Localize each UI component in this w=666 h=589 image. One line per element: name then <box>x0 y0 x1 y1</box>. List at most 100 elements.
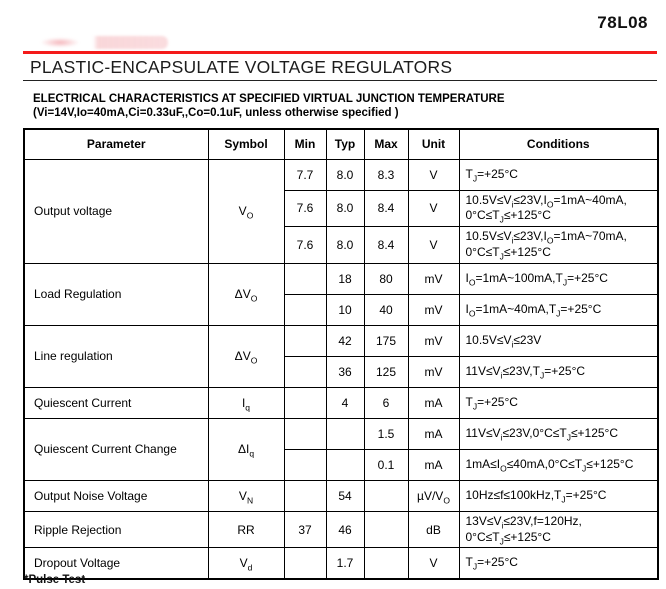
max-value-cell: 175 <box>363 324 409 357</box>
parameter-cell: Dropout Voltage <box>23 547 209 580</box>
min-value-cell: 7.7 <box>283 158 327 191</box>
column-header-parameter: Parameter <box>23 128 209 160</box>
section-heading: ELECTRICAL CHARACTERISTICS AT SPECIFIED … <box>33 93 505 105</box>
min-value-cell: 37 <box>283 510 327 549</box>
unit-cell: V <box>407 226 460 264</box>
table-header-row: Parameter Symbol Min Typ Max Unit Conditions <box>23 128 659 160</box>
symbol-cell: ΔIq <box>207 417 285 481</box>
column-header-conditions: Conditions <box>458 128 659 160</box>
symbol-cell: ΔVO <box>207 262 285 326</box>
unit-cell: V <box>407 547 460 580</box>
column-header-symbol: Symbol <box>207 128 285 160</box>
unit-cell: mV <box>407 355 460 388</box>
electrical-characteristics-table: Parameter Symbol Min Typ Max Unit Conditions O… <box>23 128 659 580</box>
table-row: 10 40 mV IO=1mA~40mA,TJ=+25°C <box>24 293 659 326</box>
part-number: 78L08 <box>597 13 648 32</box>
max-value-cell: 0.1 <box>363 448 409 481</box>
min-value-cell <box>283 355 327 388</box>
column-header-min: Min <box>283 128 327 160</box>
unit-cell: mV <box>407 324 460 357</box>
typ-value-cell: 8.0 <box>325 158 365 191</box>
table-row: 0.1 mA 1mA≤IO≤40mA,0°C≤TJ≤+125°C <box>24 448 659 481</box>
parameter-cell: Output voltage <box>23 158 209 264</box>
table-row: 7.6 8.0 8.4 V 10.5V≤Vi≤23V,IO=1mA~40mA, 0°C≤T… <box>24 189 659 228</box>
max-value-cell: 8.4 <box>363 189 409 228</box>
min-value-cell: 7.6 <box>283 226 327 264</box>
max-value-cell: 1.5 <box>363 417 409 450</box>
parameter-cell: Line regulation <box>23 324 209 388</box>
conditions-cell: TJ=+25°C <box>458 386 659 419</box>
table-row: 7.6 8.0 8.4 V 10.5V≤Vi≤23V,IO=1mA~70mA, 0°C≤T… <box>24 226 659 264</box>
unit-cell: mA <box>407 448 460 481</box>
parameter-cell: Quiescent Current Change <box>23 417 209 481</box>
symbol-cell: VN <box>207 479 285 512</box>
table-row: Output Noise Voltage VN 54 µV/VO 10Hz≤f≤100k… <box>23 479 659 512</box>
min-value-cell <box>283 448 327 481</box>
min-value-cell <box>283 547 327 580</box>
unit-cell: mV <box>407 262 460 295</box>
page-title: PLASTIC-ENCAPSULATE VOLTAGE REGULATORS <box>30 57 453 77</box>
symbol-cell: ΔVO <box>207 324 285 388</box>
unit-cell: µV/VO <box>407 479 460 512</box>
symbol-cell: VO <box>207 158 285 264</box>
table-row: 36 125 mV 11V≤Vi≤23V,TJ=+25°C <box>24 355 659 388</box>
typ-value-cell <box>325 417 365 450</box>
min-value-cell <box>283 324 327 357</box>
table-row: Dropout Voltage Vd 1.7 V TJ=+25°C <box>23 547 659 580</box>
table-body: Output voltage VO 7.7 8.0 8.3 V TJ=+25°C 7.6 8.0… <box>23 158 659 580</box>
typ-value-cell: 4 <box>325 386 365 419</box>
conditions-cell: 1mA≤IO≤40mA,0°C≤TJ≤+125°C <box>458 448 659 481</box>
table-row: Quiescent Current Iq 4 6 mA TJ=+25°C <box>23 386 659 419</box>
typ-value-cell: 1.7 <box>325 547 365 580</box>
max-value-cell: 125 <box>363 355 409 388</box>
section-test-conditions: (Vi=14V,Io=40mA,Ci=0.33uF,,Co=0.1uF, unl… <box>33 107 399 119</box>
max-value-cell: 8.3 <box>363 158 409 191</box>
parameter-cell: Load Regulation <box>23 262 209 326</box>
typ-value-cell: 8.0 <box>325 189 365 228</box>
unit-cell: V <box>407 158 460 191</box>
conditions-cell: 11V≤Vi≤23V,TJ=+25°C <box>458 355 659 388</box>
parameter-cell: Quiescent Current <box>23 386 209 419</box>
unit-cell: mA <box>407 386 460 419</box>
max-value-cell: 8.4 <box>363 226 409 264</box>
column-header-max: Max <box>363 128 409 160</box>
red-divider-rule <box>23 51 657 54</box>
min-value-cell <box>283 293 327 326</box>
unit-cell: dB <box>407 510 460 549</box>
parameter-cell: Ripple Rejection <box>23 510 209 549</box>
conditions-cell: TJ=+25°C <box>458 158 659 191</box>
typ-value-cell: 36 <box>325 355 365 388</box>
table-row: Output voltage VO 7.7 8.0 8.3 V TJ=+25°C <box>23 158 659 264</box>
table-row: Load Regulation ΔVO 18 80 mV IO=1mA~100mA,TJ=… <box>23 262 659 326</box>
typ-value-cell: 42 <box>325 324 365 357</box>
unit-cell: mV <box>407 293 460 326</box>
title-underline-rule <box>23 80 657 81</box>
min-value-cell <box>283 417 327 450</box>
column-header-unit: Unit <box>407 128 460 160</box>
conditions-cell: 13V≤Vi≤23V,f=120Hz, 0°C≤TJ≤+125°C <box>458 510 659 549</box>
max-value-cell: 6 <box>363 386 409 419</box>
faded-logo-watermark <box>38 36 168 49</box>
column-header-typ: Typ <box>325 128 365 160</box>
conditions-cell: 10.5V≤Vi≤23V <box>458 324 659 357</box>
typ-value-cell: 18 <box>325 262 365 295</box>
typ-value-cell: 10 <box>325 293 365 326</box>
table-row: Line regulation ΔVO 42 175 mV 10.5V≤Vi≤23V <box>23 324 659 388</box>
symbol-cell: Vd <box>207 547 285 580</box>
conditions-cell: 11V≤Vi≤23V,0°C≤TJ≤+125°C <box>458 417 659 450</box>
typ-value-cell: 46 <box>325 510 365 549</box>
min-value-cell <box>283 262 327 295</box>
conditions-cell: 10.5V≤Vi≤23V,IO=1mA~40mA, 0°C≤TJ≤+125°C <box>458 189 659 228</box>
table-header: Parameter Symbol Min Typ Max Unit Conditions <box>23 128 659 160</box>
conditions-cell: IO=1mA~40mA,TJ=+25°C <box>458 293 659 326</box>
unit-cell: mA <box>407 417 460 450</box>
min-value-cell <box>283 479 327 512</box>
conditions-cell: 10Hz≤f≤100kHz,TJ=+25°C <box>458 479 659 512</box>
conditions-cell: TJ=+25°C <box>458 547 659 580</box>
max-value-cell <box>363 479 409 512</box>
max-value-cell <box>363 547 409 580</box>
parameter-cell: Output Noise Voltage <box>23 479 209 512</box>
max-value-cell: 80 <box>363 262 409 295</box>
min-value-cell <box>283 386 327 419</box>
